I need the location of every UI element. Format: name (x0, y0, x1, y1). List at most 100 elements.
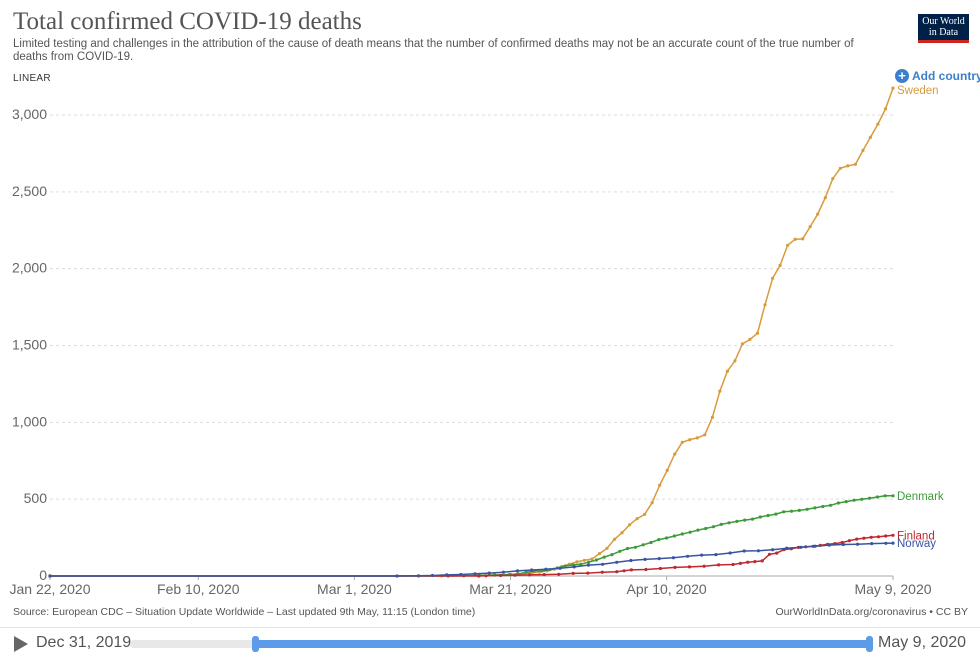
data-point-sweden (876, 122, 880, 126)
data-point-norway (891, 541, 895, 545)
data-point-denmark (844, 500, 848, 504)
data-point-finland (767, 552, 772, 556)
data-point-denmark (743, 518, 747, 522)
data-point-norway (643, 557, 647, 562)
data-point-finland (542, 573, 546, 577)
data-point-finland (484, 574, 488, 578)
data-point-finland (600, 570, 604, 574)
x-tick-label: Mar 21, 2020 (469, 581, 552, 597)
data-point-denmark (875, 495, 880, 499)
x-tick-label: Jan 22, 2020 (10, 581, 91, 597)
x-tick-label: Apr 10, 2020 (627, 581, 707, 597)
timeline-end-handle[interactable] (866, 636, 873, 652)
series-label-finland[interactable]: Finland (897, 530, 935, 542)
data-point-finland (869, 535, 873, 539)
data-point-finland (477, 574, 481, 578)
data-point-norway (742, 549, 746, 553)
data-point-sweden (703, 433, 707, 437)
play-icon[interactable] (14, 636, 28, 652)
data-point-finland (731, 562, 735, 567)
series-label-sweden[interactable]: Sweden (897, 85, 939, 97)
data-point-sweden (665, 468, 669, 472)
data-point-norway (700, 553, 704, 557)
y-tick-label: 1,500 (12, 337, 47, 353)
data-point-denmark (618, 549, 622, 553)
data-point-finland (557, 572, 561, 576)
data-point-norway (771, 548, 775, 552)
data-point-sweden (793, 237, 797, 241)
add-country-label: Add country (912, 69, 980, 83)
data-point-denmark (805, 507, 809, 511)
data-point-denmark (680, 532, 684, 536)
data-point-sweden (816, 212, 820, 216)
y-tick-label: 0 (39, 567, 47, 583)
data-point-denmark (821, 504, 825, 509)
data-point-sweden (801, 237, 805, 241)
data-point-denmark (665, 536, 669, 540)
data-point-denmark (563, 564, 567, 568)
data-point-finland (775, 551, 779, 555)
data-point-norway (629, 558, 633, 563)
data-point-sweden (823, 196, 827, 200)
data-point-finland (855, 537, 859, 541)
data-point-norway (827, 543, 831, 547)
data-point-norway (530, 568, 534, 572)
line-chart: 0 500 1,000 1,500 2,000 2,500 3,000 Jan 22, 20… (10, 85, 944, 597)
data-point-norway (870, 542, 874, 546)
y-tick-label: 3,000 (12, 106, 47, 122)
add-country-button[interactable]: + Add country (895, 69, 980, 83)
owid-logo[interactable]: Our World in Data (918, 14, 969, 43)
data-point-sweden (650, 501, 654, 505)
x-tick-label: Feb 10, 2020 (157, 581, 240, 597)
data-point-norway (728, 551, 732, 555)
divider (0, 627, 980, 628)
data-point-denmark (789, 509, 794, 513)
series-label-norway[interactable]: Norway (897, 538, 936, 550)
data-point-sweden (695, 436, 699, 440)
timeline-selected-range (256, 640, 868, 648)
chart-subtitle: Limited testing and challenges in the at… (13, 38, 854, 63)
series-line-denmark[interactable] (50, 495, 893, 577)
data-point-norway (799, 545, 803, 549)
x-tick-label: May 9, 2020 (854, 581, 931, 597)
data-point-norway (884, 541, 888, 545)
data-point-denmark (750, 517, 755, 521)
data-point-denmark (633, 545, 638, 549)
timeline-start-handle[interactable] (252, 636, 259, 652)
data-point-norway (856, 542, 860, 546)
data-point-sweden (861, 148, 865, 153)
data-point-finland (615, 570, 619, 574)
logo-line-2: in Data (928, 27, 959, 38)
data-point-denmark (610, 553, 614, 557)
y-tick-label: 1,000 (12, 413, 47, 429)
data-point-denmark (672, 534, 677, 538)
data-point-sweden (680, 440, 684, 444)
data-point-norway (558, 566, 562, 570)
data-point-sweden (771, 276, 775, 280)
data-point-denmark (594, 558, 599, 562)
series-line-norway[interactable] (50, 542, 894, 577)
data-point-sweden (846, 164, 850, 168)
data-point-finland (862, 536, 866, 540)
data-point-finland (884, 534, 888, 538)
credit-link[interactable]: OurWorldInData.org/coronavirus • CC BY (775, 606, 968, 618)
data-point-sweden (597, 552, 602, 556)
scale-toggle[interactable]: LINEAR (13, 73, 51, 84)
data-point-sweden (831, 177, 835, 181)
series-label-denmark[interactable]: Denmark (897, 491, 944, 503)
data-point-denmark (774, 512, 778, 516)
data-point-sweden (688, 438, 692, 442)
data-point-denmark (649, 540, 653, 545)
data-point-sweden (718, 389, 722, 393)
data-point-denmark (711, 525, 716, 529)
data-point-sweden (748, 337, 752, 341)
data-point-finland (571, 571, 575, 576)
series-line-sweden[interactable] (50, 87, 894, 577)
data-point-denmark (626, 546, 630, 551)
data-point-norway (756, 549, 761, 553)
y-tick-label: 500 (24, 490, 48, 506)
data-point-denmark (704, 526, 708, 531)
x-tick-label: Mar 1, 2020 (317, 581, 392, 597)
data-point-sweden (733, 359, 737, 363)
series-line-finland[interactable] (50, 534, 894, 577)
